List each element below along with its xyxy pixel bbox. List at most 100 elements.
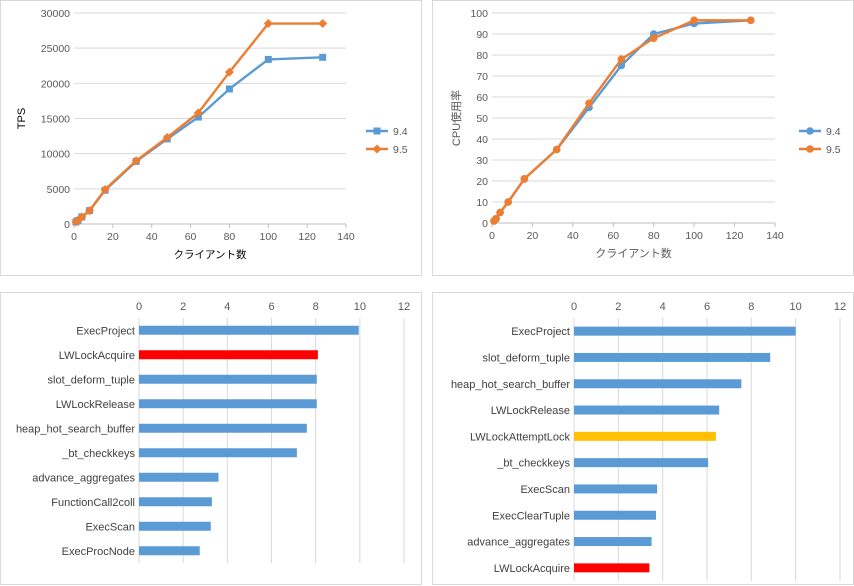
profile-bar-chart-95-panel: 0 2 4 6 8 10 12 ExecProject LWLockAcquire slot_de… — [0, 292, 422, 585]
x-tick-label: 140 — [766, 230, 784, 242]
cpu-line-chart: 0 10 20 30 40 50 60 70 80 90 100 0 20 40 60 80 100 120 140… — [449, 8, 841, 260]
y-tick-label: 10 — [476, 197, 488, 209]
y-tick-label: 20 — [476, 176, 488, 188]
bar-ExecScan — [574, 484, 658, 494]
category-label: LWLockRelease — [56, 399, 135, 411]
series-line-9.5 — [493, 19, 751, 222]
y-tick-label: 100 — [470, 8, 488, 20]
x-tick-label: 12 — [398, 301, 410, 313]
x-tick-label: 6 — [268, 301, 274, 313]
y-tick-label: 25000 — [41, 43, 70, 55]
x-tick-label: 140 — [337, 231, 355, 243]
bar-_bt_checkkeys — [574, 458, 709, 468]
bar-_bt_checkkeys — [139, 448, 297, 458]
bar-ExecClearTuple — [574, 510, 657, 520]
bar-LWLockRelease — [139, 399, 317, 409]
data-point-9.5 — [617, 55, 626, 63]
data-point-9.5 — [162, 132, 172, 142]
data-point-9.5 — [492, 215, 500, 223]
y-tick-label: 80 — [476, 50, 488, 62]
bar-LWLockAcquire — [574, 563, 650, 573]
x-axis-title: クライアント数 — [595, 247, 672, 260]
category-label: advance_aggregates — [467, 537, 570, 549]
bar-heap_hot_search_buffer — [139, 423, 307, 433]
profile-bar-chart-left: 0 2 4 6 8 10 12 ExecProject LWLockAcquire slot_de… — [16, 301, 410, 563]
category-label: LWLockRelease — [491, 405, 570, 417]
y-tick-label: 10000 — [41, 149, 70, 161]
data-point-9.5 — [585, 99, 593, 108]
y-tick-label: 70 — [476, 71, 488, 83]
data-point-9.4 — [264, 55, 272, 63]
x-tick-label: 60 — [607, 230, 619, 242]
legend-marker-9.4 — [373, 127, 381, 135]
profile-bar-chart-right-panel: 0 2 4 6 8 10 12 ExecProject slot_deform_tuple hea… — [432, 292, 854, 585]
series-line-9.4 — [75, 56, 323, 223]
x-tick-label: 80 — [224, 231, 236, 243]
data-point-9.5 — [520, 175, 529, 183]
y-tick-label: 15000 — [41, 114, 70, 126]
category-label: slot_deform_tuple — [48, 374, 135, 386]
bar-LWLockRelease — [574, 405, 720, 415]
data-point-9.5 — [77, 212, 87, 222]
y-tick-label: 5000 — [47, 184, 71, 196]
bar-ExecProject — [574, 326, 796, 336]
legend-marker-9.5 — [372, 144, 382, 154]
category-label: LWLockAcquire — [494, 563, 570, 575]
cpu-chart-panel: 0 10 20 30 40 50 60 70 80 90 100 0 20 40 60 80 100 120 140… — [432, 0, 854, 276]
bar-ExecScan — [139, 521, 211, 531]
legend-label-9.5: 9.5 — [826, 144, 841, 156]
y-tick-label: 0 — [482, 218, 488, 230]
x-tick-label: 10 — [790, 301, 802, 313]
x-tick-label: 0 — [71, 231, 77, 243]
bar-LWLockAttemptLock — [574, 431, 716, 441]
bar-ExecProcNode — [139, 546, 200, 556]
legend-label-9.4: 9.4 — [393, 126, 408, 138]
category-label: heap_hot_search_buffer — [451, 379, 570, 391]
y-tick-label: 60 — [476, 92, 488, 104]
x-tick-label: 80 — [648, 230, 660, 242]
tps-line-chart: 0 5000 10000 15000 20000 25000 30000 0 20 40 60 80 1… — [16, 8, 408, 261]
legend-label-9.4: 9.4 — [826, 126, 841, 138]
data-point-9.4 — [319, 53, 327, 61]
x-tick-label: 40 — [146, 231, 158, 243]
bar-ExecProject — [139, 325, 359, 335]
legend-marker-9.5 — [806, 145, 814, 153]
x-tick-label: 2 — [180, 301, 186, 313]
legend-marker-9.4 — [806, 127, 814, 135]
x-tick-label: 120 — [726, 230, 744, 242]
y-tick-label: 30000 — [41, 8, 70, 20]
category-label: slot_deform_tuple — [483, 352, 570, 364]
bar-heap_hot_search_buffer — [574, 379, 742, 389]
bar-slot_deform_tuple — [574, 352, 771, 362]
data-point-9.5 — [496, 208, 504, 217]
data-point-9.5 — [649, 34, 658, 42]
y-tick-label: 20000 — [41, 78, 70, 90]
y-axis-title: CPU使用率 — [449, 90, 463, 146]
x-tick-label: 12 — [834, 301, 846, 313]
x-tick-label: 0 — [489, 230, 495, 242]
category-label: ExecScan — [520, 484, 570, 496]
x-tick-label: 100 — [260, 231, 278, 243]
category-label: heap_hot_search_buffer — [16, 423, 135, 435]
category-label: ExecProject — [511, 326, 570, 338]
x-tick-label: 40 — [567, 230, 579, 242]
data-point-9.5 — [85, 206, 95, 216]
series-line-9.4 — [493, 19, 751, 222]
y-axis-title: TPS — [16, 108, 28, 129]
profile-bar-chart-right: 0 2 4 6 8 10 12 ExecProject slot_deform_tuplehea… — [451, 301, 846, 581]
x-tick-label: 8 — [313, 301, 319, 313]
x-tick-label: 10 — [354, 301, 366, 313]
data-point-9.5 — [504, 198, 512, 206]
x-tick-label: 60 — [185, 231, 197, 243]
x-tick-label: 100 — [685, 230, 703, 242]
tps-chart-panel: 0 5000 10000 15000 20000 25000 30000 0 20 40 60 80 1… — [0, 0, 422, 276]
category-label: FunctionCall2coll — [51, 497, 135, 509]
legend-label-9.5: 9.5 — [393, 144, 408, 156]
x-tick-label: 120 — [298, 231, 316, 243]
y-tick-label: 0 — [64, 219, 70, 231]
data-point-9.5 — [263, 19, 273, 29]
data-point-9.5 — [318, 19, 328, 29]
category-label: ExecScan — [85, 521, 135, 533]
x-tick-label: 4 — [660, 301, 666, 313]
category-label: LWLockAcquire — [59, 350, 135, 362]
